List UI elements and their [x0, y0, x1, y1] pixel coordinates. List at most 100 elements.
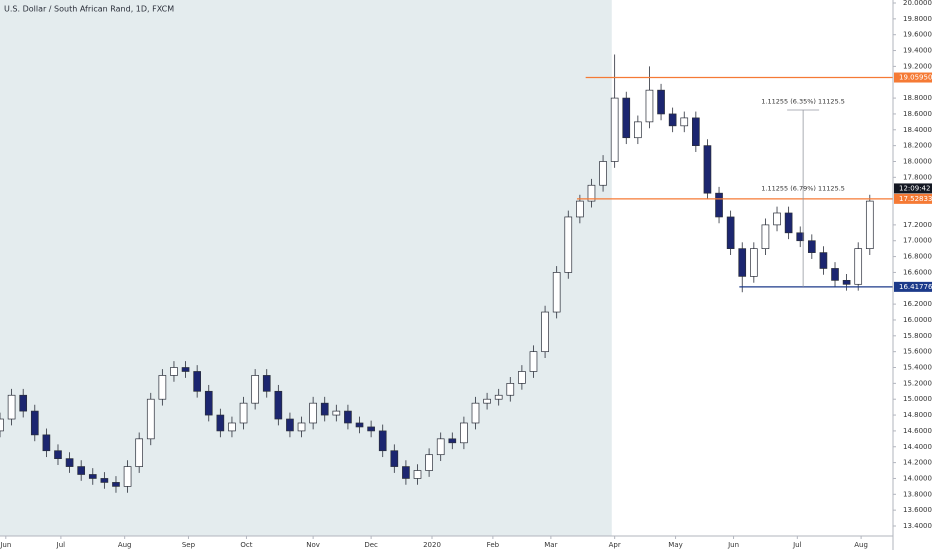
candle-body [7, 394, 16, 420]
candle-body [576, 200, 584, 218]
y-tick-label: 14.40000 [903, 443, 932, 451]
candle-body [819, 252, 828, 269]
price-label: 16.41776 [899, 283, 932, 291]
candle-body [390, 450, 399, 467]
y-tick-label: 18.60000 [903, 110, 932, 118]
x-tick-label: Feb [487, 541, 500, 549]
y-tick-label: 16.20000 [903, 300, 932, 308]
candle-body [634, 121, 642, 139]
x-tick-label: Aug [118, 541, 132, 549]
plot [0, 54, 893, 493]
candle-body [448, 438, 457, 444]
y-tick-label: 19.60000 [903, 31, 932, 39]
candle-body [123, 466, 132, 487]
y-tick-label: 14.80000 [903, 411, 932, 419]
y-tick-label: 15.40000 [903, 364, 932, 372]
candle-body [552, 272, 561, 313]
price-label: 19.05950 [899, 74, 932, 82]
x-tick-label: Aug [854, 541, 868, 549]
candle-body [251, 375, 259, 404]
y-tick-label: 15.00000 [903, 395, 932, 403]
y-tick-label: 16.80000 [903, 253, 932, 261]
y-tick-label: 16.00000 [903, 316, 932, 324]
annotation: 1.11255 (6.35%) 11125.5 [761, 97, 845, 105]
y-tick-label: 13.60000 [903, 506, 932, 514]
x-tick-label: Jun [727, 541, 739, 549]
x-tick-label: 2020 [423, 541, 441, 549]
y-tick-label: 19.40000 [903, 47, 932, 55]
price-label-box [894, 193, 932, 204]
candle-body [65, 458, 74, 467]
candle-body [19, 394, 28, 412]
candle-body [529, 351, 538, 372]
candle-body [77, 466, 86, 475]
timer-box [894, 183, 932, 194]
candle-body [471, 402, 480, 424]
candle-body [483, 398, 491, 404]
y-tick-label: 15.80000 [903, 332, 932, 340]
y-tick-label: 19.80000 [903, 15, 932, 23]
candle-body [587, 184, 596, 202]
candle-body [854, 248, 863, 285]
x-tick-label: May [668, 541, 682, 549]
candle-body [494, 394, 503, 400]
candle-body [865, 200, 874, 250]
candle-body [158, 375, 167, 400]
candle-body [807, 240, 816, 253]
candle-body [726, 216, 735, 250]
y-tick-label: 18.20000 [903, 142, 932, 150]
y-tick-label: 13.40000 [903, 522, 932, 530]
candle-body [239, 402, 248, 424]
y-tick-label: 19.20000 [903, 62, 932, 70]
y-tick-label: 14.20000 [903, 459, 932, 467]
y-tick-label: 18.40000 [903, 126, 932, 134]
x-tick-label: Jul [56, 541, 66, 549]
y-tick-label: 18.80000 [903, 94, 932, 102]
price-label-box [894, 281, 932, 292]
candle-body [88, 474, 97, 479]
y-tick-label: 15.20000 [903, 379, 932, 387]
x-tick-label: Oct [240, 541, 252, 549]
candle-body [599, 161, 607, 186]
y-tick-label: 17.00000 [903, 237, 932, 245]
candle-body [42, 434, 51, 452]
y-tick-label: 17.80000 [903, 173, 932, 181]
candle-body [0, 418, 4, 432]
candle-body [831, 268, 839, 281]
candle-body [703, 145, 712, 194]
y-tick-label: 17.20000 [903, 221, 932, 229]
y-tick-label: 15.60000 [903, 348, 932, 356]
background [0, 0, 612, 536]
price-label: 17.52833 [899, 195, 932, 203]
candle-body [30, 410, 39, 436]
y-tick-label: 14.60000 [903, 427, 932, 435]
candle-body [460, 422, 468, 444]
candle-body [842, 279, 851, 285]
candle-body [170, 367, 178, 376]
candle-body [761, 224, 770, 250]
timer-label: 12:09:42 [899, 184, 930, 192]
candle-body [309, 402, 317, 424]
candle-body [564, 216, 573, 273]
chart-title: U.S. Dollar / South African Rand, 1D, FX… [4, 5, 174, 14]
x-tick-label: Dec [364, 541, 378, 549]
shaded-region [0, 0, 612, 536]
candle-body [413, 470, 422, 479]
candle-body [262, 375, 271, 392]
y-tick-label: 14.00000 [903, 474, 932, 482]
candle-body [112, 482, 120, 487]
x-tick-label: Nov [306, 541, 320, 549]
x-tick-label: Apr [609, 541, 621, 549]
x-tick-label: Mar [544, 541, 557, 549]
candle-body [297, 422, 306, 432]
candle-body [715, 192, 723, 218]
candle-body [657, 89, 665, 115]
candle-body [518, 371, 526, 384]
candle-body [146, 398, 155, 440]
candle-body [796, 232, 805, 242]
candle-body [274, 390, 283, 420]
candle-body [344, 410, 352, 424]
candle-body [506, 383, 515, 396]
candle-body [216, 414, 225, 432]
